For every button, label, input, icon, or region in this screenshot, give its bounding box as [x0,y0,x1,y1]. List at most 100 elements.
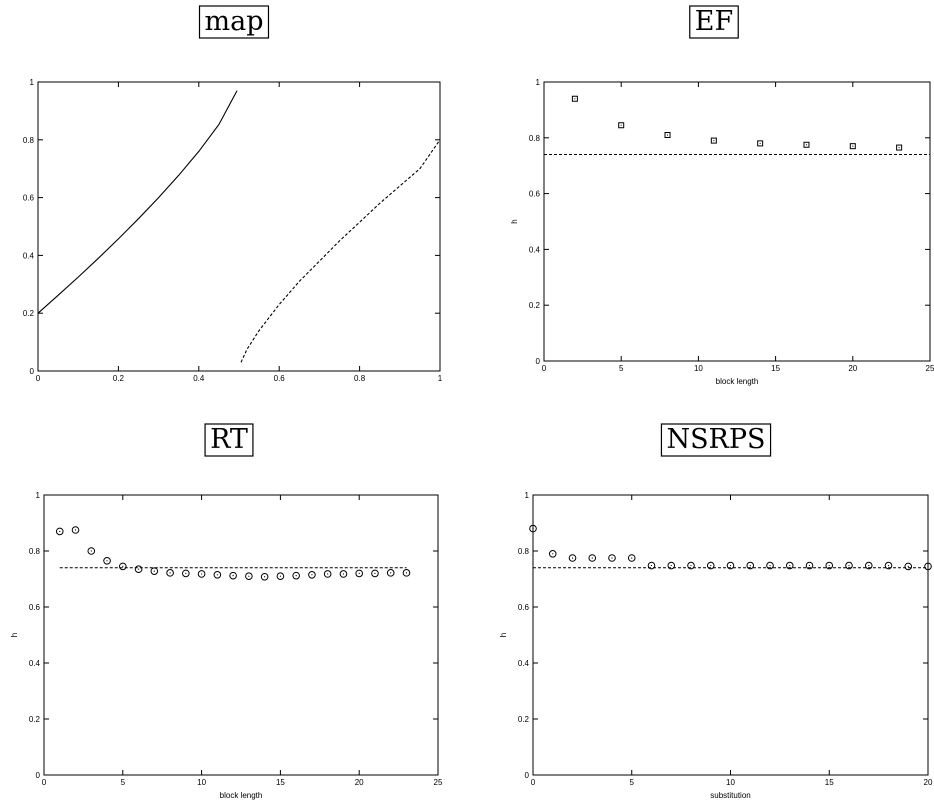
plot-frame [543,81,931,362]
plot-frame [532,494,929,776]
data-point-center [74,529,77,531]
data-point-center [667,134,669,136]
data-point [229,571,237,580]
data-point [664,132,671,139]
data-point [864,561,873,570]
data-point-center [106,560,108,562]
y-tick-label: 0.2 [518,715,530,724]
data-point [647,561,656,570]
data-point [548,550,557,558]
chart-title-box [660,423,772,457]
data-point [402,569,411,577]
data-point-center [358,572,360,575]
data-point-center [574,98,576,100]
data-point-center [571,557,574,559]
data-point-center [185,572,187,575]
x-tick-label: 20 [355,778,364,787]
data-point [710,137,717,144]
data-point [386,569,395,577]
data-point-center [390,572,392,574]
data-point [571,95,578,102]
data-point [627,554,636,562]
data-point-center [201,573,203,575]
data-point [746,561,755,570]
y-tick-label: 0.2 [529,301,541,310]
data-point [55,527,64,536]
data-point-center [868,564,870,567]
data-point [726,561,735,570]
x-tick-label: 0 [531,778,536,787]
data-point-center [532,528,534,530]
data-point [245,572,253,581]
x-tick-label: 15 [276,778,285,787]
data-point-center [749,564,751,567]
x-tick-label: 5 [630,778,635,787]
data-point-center [591,557,593,559]
x-tick-label: 0.6 [274,374,286,383]
x-axis-label: block length [716,377,759,386]
y-tick-label: 0.8 [29,547,41,556]
data-point-center [374,572,376,575]
data-point-center [808,564,811,567]
data-point-center [153,570,155,572]
data-point [276,572,285,581]
data-point [849,143,856,150]
data-point [904,562,913,571]
data-point [805,561,814,570]
data-point-center [405,572,408,574]
data-point [706,561,715,570]
data-point-center [169,572,171,574]
y-tick-label: 0 [525,771,530,780]
data-point-center [927,565,929,568]
x-tick-label: 0.4 [193,374,205,383]
data-point [884,561,893,570]
data-point [924,562,932,571]
data-point [757,140,764,147]
data-point-center [611,557,613,559]
y-tick-label: 1 [36,491,41,500]
data-point [134,565,143,574]
data-point [71,526,80,534]
data-point [103,557,111,565]
x-axis-label: block length [220,791,263,800]
y-tick-label: 0 [536,357,541,366]
data-point [213,571,222,579]
data-point [845,561,853,570]
data-point-center [710,564,712,567]
y-tick-label: 0.8 [529,134,541,143]
data-point [371,569,379,578]
data-point [87,547,96,555]
data-point [182,569,190,578]
y-tick-label: 0.8 [518,547,530,556]
x-tick-label: 10 [726,778,735,787]
chart-map: map 0 0.2 0.4 0.6 0.8 1 0 0.2 0.4 0.6 0.8 1 [23,5,443,383]
data-point-center [295,575,297,577]
x-tick-label: 0 [42,778,47,787]
x-tick-label: 5 [121,778,126,787]
data-point [896,144,903,151]
data-point [803,141,810,148]
y-tick-label: 0.2 [23,309,35,318]
data-point-center [759,142,761,144]
y-axis-label: h [510,219,519,223]
data-point [355,569,364,578]
chart-ef: EF 0 5 10 15 20 25 0 0.2 0.4 0.6 0.8 1 block length h [510,5,934,386]
x-tick-label: 15 [771,364,780,373]
data-point [687,561,695,570]
data-point-center [216,574,218,576]
data-point [618,122,625,129]
x-tick-label: 25 [926,364,934,373]
data-point-center [342,573,345,575]
chart-nsrps: NSRPS 0 5 10 15 20 0 0.2 0.4 0.6 0.8 1 substitution h [499,423,933,800]
data-point-center [232,575,234,577]
chart-title-box [198,5,270,39]
y-axis-label: h [10,633,19,637]
y-tick-label: 0.4 [29,659,41,668]
data-point [150,567,159,575]
data-point-center [122,565,124,568]
y-tick-label: 0.6 [529,190,541,199]
data-point-center [789,564,791,567]
y-tick-label: 0.8 [23,136,35,145]
data-point-center [898,147,900,149]
x-tick-label: 1 [438,374,443,383]
